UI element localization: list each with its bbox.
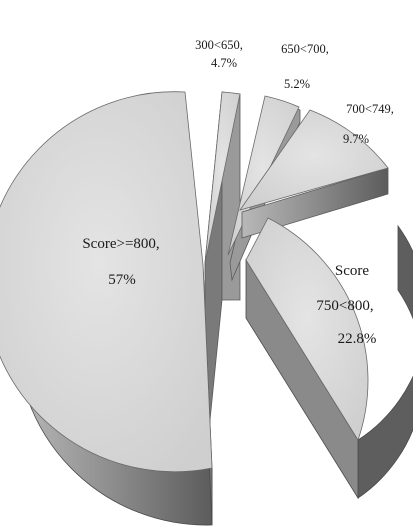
label-800-plus-value: 57% [108,272,136,288]
label-700-749-value: 9.7% [343,132,369,146]
slice-800-plus-top [0,91,213,473]
label-750-800-line1: Score [335,263,369,279]
label-750-800-line2: 750<800, [316,298,373,314]
label-800-plus-name: Score>=800, [82,236,159,252]
slice-750-800-top [245,217,369,441]
slice-300-650-top [204,91,241,264]
label-750-800-line3: 22.8% [338,331,377,347]
slice-700-749-side [241,167,389,239]
slice-300-650 [204,91,241,471]
label-300-650-name: 300<650, [195,38,243,52]
slice-800-plus [0,91,213,526]
label-650-700-name: 650<700, [281,42,329,56]
label-300-650-value: 4.7% [211,56,237,70]
slice-750-800 [245,217,413,500]
slice-700-749 [239,109,389,239]
slice-700-749-top [239,109,389,211]
label-650-700-value: 5.2% [284,77,310,91]
label-700-749-name: 700<749, [346,102,394,116]
